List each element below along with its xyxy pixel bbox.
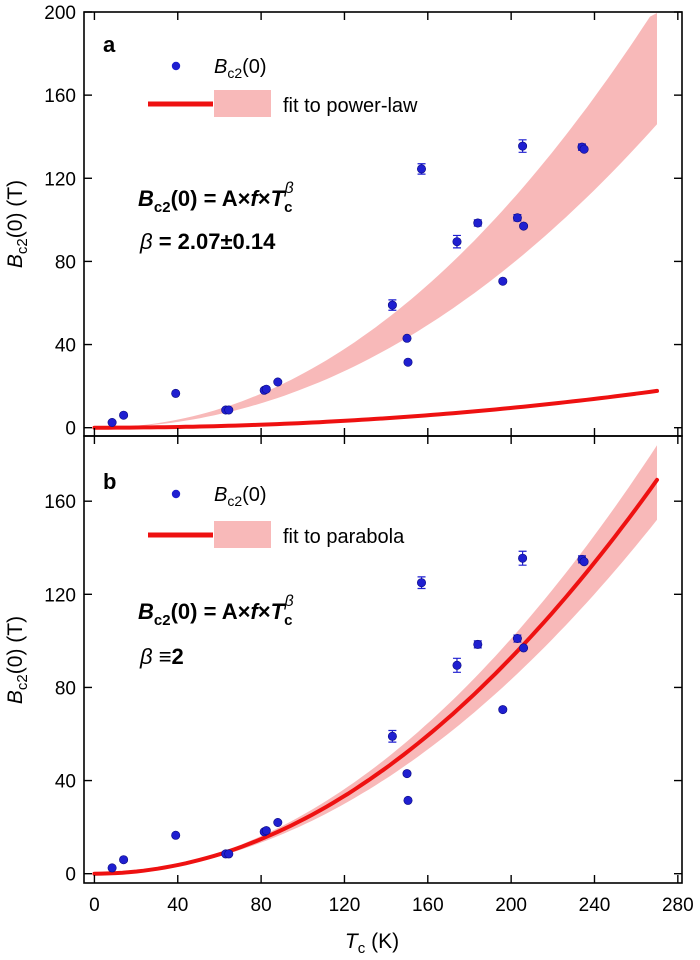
y-tick-label: 120 [44, 585, 76, 606]
data-point [119, 410, 129, 420]
panel-b-frame [83, 435, 683, 884]
x-tick-label: 240 [579, 895, 611, 916]
data-point [261, 384, 271, 394]
data-point [403, 795, 413, 805]
data-point [579, 144, 589, 154]
legend-fit-label: fit to parabola [283, 526, 405, 548]
data-point [512, 213, 522, 223]
x-tick-label: 160 [412, 895, 444, 916]
panel-a: 0 40 80 120 160 200 a Bc2(0) fit to power-law… [4, 3, 683, 440]
data-point [119, 855, 129, 865]
data-point [273, 817, 283, 827]
panel-a-formula: Bc2(0) = A×f×Tcβ [138, 180, 294, 216]
y-tick-label: 160 [44, 492, 76, 513]
legend-points-label: Bc2(0) [214, 56, 267, 81]
panel-b-beta: β ≡2 [139, 644, 184, 669]
panel-a-letter: a [103, 32, 116, 57]
x-tick-label: 200 [495, 895, 527, 916]
data-point [518, 553, 528, 563]
panel-b-letter: b [103, 469, 116, 494]
y-tick-label: 80 [55, 678, 76, 699]
x-axis-title: Tc (K) [345, 930, 399, 957]
fit-curve [92, 477, 659, 876]
data-point [452, 237, 462, 247]
y-tick-label: 0 [65, 865, 76, 886]
data-point [107, 863, 117, 873]
data-point [387, 300, 397, 310]
y-tick-label: 0 [65, 419, 76, 440]
legend-point-marker [171, 61, 181, 71]
panel-b-formula: Bc2(0) = A×f×Tcβ [138, 593, 294, 629]
data-point [402, 769, 412, 779]
data-point [518, 141, 528, 151]
panel-a-frame [83, 11, 683, 437]
data-point [261, 826, 271, 836]
fit-curve [92, 388, 659, 430]
legend-fit-label: fit to power-law [283, 95, 418, 117]
data-point [171, 830, 181, 840]
y-tick-label: 80 [55, 252, 76, 273]
y-tick-label: 40 [55, 336, 76, 357]
data-point [224, 849, 234, 859]
x-tick-label: 280 [662, 895, 694, 916]
data-point [402, 333, 412, 343]
data-point [387, 731, 397, 741]
fit-uncertainty-band [94, 13, 657, 428]
x-axis: 0 40 80 120 160 200 240 280 [89, 895, 694, 916]
data-point [498, 276, 508, 286]
data-point [498, 705, 508, 715]
legend-point-marker [171, 489, 181, 499]
panel-a-y-axis-title: Bc2(0) (T) [4, 180, 31, 268]
data-point [273, 377, 283, 387]
panel-a-beta: β = 2.07±0.14 [139, 229, 276, 254]
data-point [224, 405, 234, 415]
data-point [473, 639, 483, 649]
x-tick-label: 120 [329, 895, 361, 916]
y-tick-label: 200 [44, 3, 76, 24]
data-point [512, 633, 522, 643]
x-tick-label: 0 [89, 895, 100, 916]
y-tick-label: 40 [55, 772, 76, 793]
y-tick-label: 120 [44, 169, 76, 190]
panel-b: 0 40 80 120 160 b Bc2(0) fit to parabola Bc2… [4, 435, 683, 886]
panel-b-y-axis-title: Bc2(0) (T) [4, 616, 31, 704]
panel-a-legend: Bc2(0) fit to power-law [148, 56, 418, 117]
data-point [473, 218, 483, 228]
panel-b-legend: Bc2(0) fit to parabola [148, 484, 405, 548]
x-tick-label: 80 [251, 895, 272, 916]
data-point [579, 557, 589, 567]
data-point [519, 643, 529, 653]
y-tick-label: 160 [44, 86, 76, 107]
legend-points-label: Bc2(0) [214, 484, 267, 509]
data-point [416, 164, 426, 174]
data-point [403, 357, 413, 367]
legend-fit-band [214, 90, 271, 117]
data-point [452, 660, 462, 670]
data-point [107, 417, 117, 427]
x-tick-label: 40 [167, 895, 188, 916]
data-point [416, 578, 426, 588]
data-point [171, 388, 181, 398]
data-point [519, 221, 529, 231]
legend-fit-band [214, 521, 271, 548]
